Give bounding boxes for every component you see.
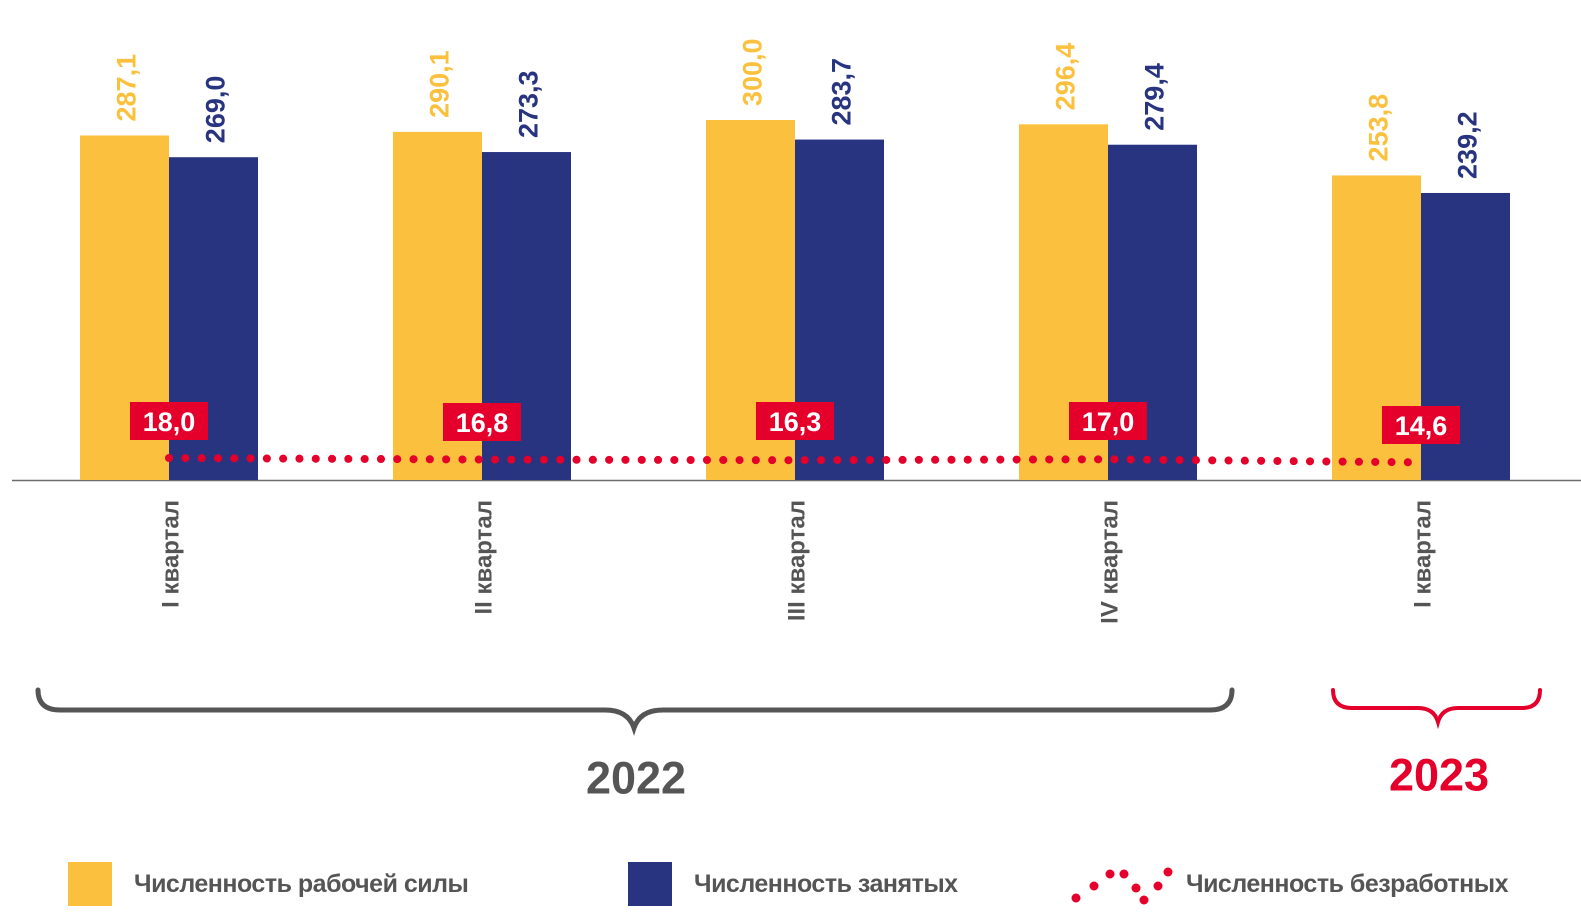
data-label-box-unemployed	[1069, 402, 1147, 440]
data-label-labor-force: 296,4	[1051, 43, 1081, 111]
data-label-box-unemployed	[756, 402, 834, 440]
data-label-employed: 283,7	[827, 58, 857, 126]
legend-label-employed: Численность занятых	[694, 869, 958, 898]
category-label: IV квартал	[1097, 500, 1124, 624]
data-label-unemployed: 17,0	[1082, 407, 1135, 437]
legend-swatch-labor-force	[68, 862, 112, 906]
legend-item-employed: Численность занятых	[628, 860, 958, 908]
legend-item-labor-force: Численность рабочей силы	[68, 860, 469, 908]
category-label: I квартал	[1410, 500, 1437, 608]
data-label-box-unemployed	[1382, 406, 1460, 444]
data-label-employed: 273,3	[514, 70, 544, 138]
category-label: I квартал	[158, 500, 185, 608]
data-label-box-unemployed	[443, 403, 521, 441]
category-label: III квартал	[784, 500, 811, 621]
data-label-labor-force: 290,1	[425, 50, 455, 118]
data-label-employed: 269,0	[201, 76, 231, 144]
category-label: II квартал	[471, 500, 498, 615]
year-label-2022: 2022	[586, 753, 686, 804]
chart: 287,1 269,0 I квартал 290,1 273,3 II квартал 3…	[12, 38, 1581, 804]
data-label-unemployed: 18,0	[143, 407, 196, 437]
legend-label-labor-force: Численность рабочей силы	[134, 869, 469, 898]
data-label-unemployed: 16,3	[769, 407, 822, 437]
data-label-box-unemployed	[130, 402, 208, 440]
legend-dots-icon	[1071, 867, 1173, 905]
legend-item-unemployed: Численность безработных	[1066, 860, 1509, 908]
year-brace-2022	[35, 687, 1235, 736]
data-label-labor-force: 287,1	[112, 54, 142, 122]
legend-label-unemployed: Численность безработных	[1186, 869, 1509, 898]
data-label-labor-force: 253,8	[1364, 94, 1394, 162]
series-line-unemployed	[165, 454, 1425, 467]
year-label-2023: 2023	[1389, 750, 1489, 801]
data-label-employed: 279,4	[1140, 63, 1170, 131]
data-label-labor-force: 300,0	[738, 38, 768, 106]
legend-swatch-employed	[628, 862, 672, 906]
year-brace-2023	[1331, 688, 1542, 730]
data-label-unemployed: 16,8	[456, 408, 509, 438]
data-label-employed: 239,2	[1453, 111, 1483, 179]
data-label-unemployed: 14,6	[1395, 411, 1448, 441]
